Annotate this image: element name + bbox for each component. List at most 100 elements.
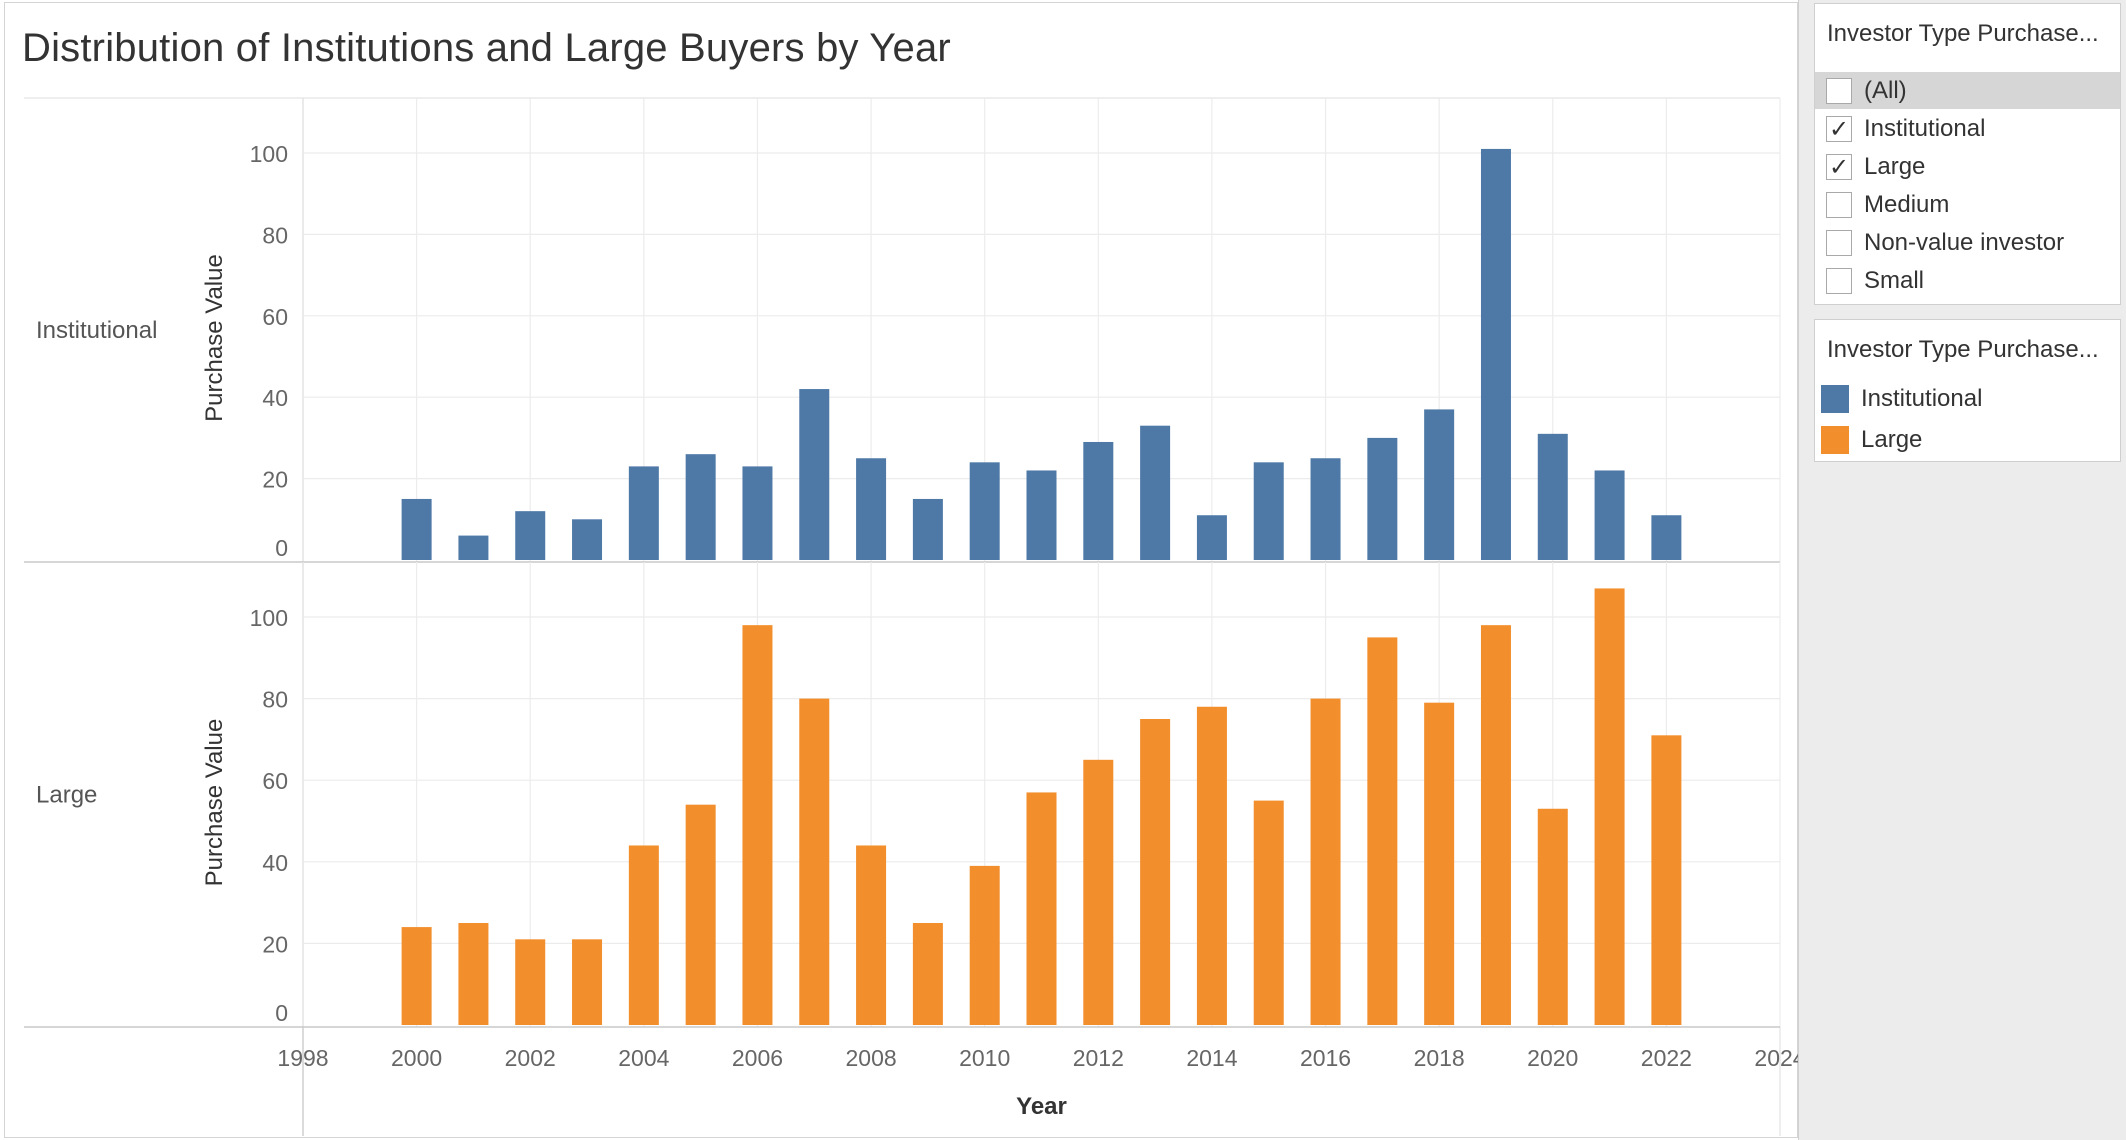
chart-title: Distribution of Institutions and Large B… — [22, 26, 951, 70]
bar-institutional-2016 — [1310, 458, 1341, 560]
checkbox[interactable] — [1826, 191, 1852, 218]
bar-institutional-2021 — [1594, 470, 1625, 560]
bar-large-2006 — [742, 625, 773, 1025]
x-tick-label: 2004 — [618, 1045, 669, 1071]
bar-large-2021 — [1594, 588, 1625, 1025]
bar-large-2015 — [1253, 800, 1284, 1025]
filter-option-label: (All) — [1864, 76, 1907, 104]
x-tick-label: 2002 — [505, 1045, 556, 1071]
bar-large-2005 — [685, 804, 716, 1025]
x-tick-label: 2008 — [845, 1045, 896, 1071]
bar-institutional-2006 — [742, 466, 773, 560]
filter-title: Investor Type Purchase... — [1827, 20, 2099, 47]
bar-institutional-2009 — [912, 498, 943, 560]
row-header: Institutional — [36, 317, 157, 344]
y-tick-label: 20 — [262, 467, 288, 493]
bar-large-2013 — [1140, 719, 1171, 1025]
y-tick-label: 60 — [262, 768, 288, 794]
legend-swatch — [1821, 426, 1849, 454]
bar-institutional-2004 — [628, 466, 659, 560]
x-axis-title: Year — [1016, 1093, 1067, 1120]
color-legend: Investor Type Purchase... Institutional L… — [1814, 319, 2121, 462]
bar-large-2010 — [969, 865, 1000, 1025]
filter-option-institutional[interactable]: ✓ Institutional — [1815, 110, 2120, 147]
bar-large-2000 — [401, 927, 432, 1025]
bar-institutional-2000 — [401, 498, 432, 560]
bar-institutional-2002 — [515, 511, 546, 560]
checkbox[interactable] — [1826, 267, 1852, 294]
x-tick-label: 2016 — [1300, 1045, 1351, 1071]
filter-option-all[interactable]: (All) — [1815, 72, 2120, 109]
bar-institutional-2007 — [799, 389, 830, 560]
bar-large-2003 — [572, 939, 603, 1025]
bar-institutional-2019 — [1480, 148, 1511, 560]
checkbox[interactable] — [1826, 229, 1852, 256]
bar-institutional-2003 — [572, 519, 603, 560]
bar-institutional-2011 — [1026, 470, 1057, 560]
filter-option-small[interactable]: Small — [1815, 262, 2120, 299]
right-panel: Investor Type Purchase... (All) ✓ Institut… — [1798, 0, 2126, 1140]
bar-large-2007 — [799, 698, 830, 1025]
bar-institutional-2013 — [1140, 425, 1171, 560]
bar-institutional-2005 — [685, 454, 716, 560]
bar-chart: 0 20 40 60 80 100 Institutional Purchase Value 0… — [24, 97, 1798, 1136]
bar-large-2009 — [912, 923, 943, 1025]
bar-large-2001 — [458, 923, 489, 1025]
filter-option-label: Large — [1864, 152, 1926, 180]
legend-item-large[interactable]: Large — [1815, 421, 2120, 459]
row-header: Large — [36, 782, 97, 809]
x-tick-label: 2014 — [1186, 1045, 1237, 1071]
y-axis-title: Purchase Value — [201, 719, 228, 887]
bar-institutional-2018 — [1424, 409, 1455, 560]
bar-large-2004 — [628, 845, 659, 1025]
bar-institutional-2022 — [1651, 515, 1682, 560]
y-tick-label: 40 — [262, 385, 288, 411]
filter-option-label: Medium — [1864, 190, 1950, 218]
y-tick-label: 100 — [250, 141, 288, 167]
checkbox[interactable]: ✓ — [1826, 152, 1852, 181]
y-tick-label: 0 — [275, 535, 288, 561]
bar-large-2012 — [1083, 759, 1114, 1025]
y-tick-label: 80 — [262, 687, 288, 713]
y-tick-label: 80 — [262, 222, 288, 248]
y-tick-label: 0 — [275, 1000, 288, 1026]
x-tick-label: 2024 — [1754, 1045, 1798, 1071]
bar-large-2020 — [1537, 808, 1568, 1025]
bar-institutional-2014 — [1196, 515, 1227, 560]
x-tick-label: 2006 — [732, 1045, 783, 1071]
check-icon: ✓ — [1828, 152, 1850, 181]
y-tick-label: 60 — [262, 304, 288, 330]
bar-institutional-2015 — [1253, 462, 1284, 560]
bar-institutional-2001 — [458, 535, 489, 560]
bar-large-2016 — [1310, 698, 1341, 1025]
bar-institutional-2012 — [1083, 441, 1114, 560]
bar-institutional-2020 — [1537, 433, 1568, 560]
legend-item-institutional[interactable]: Institutional — [1815, 380, 2120, 418]
check-icon: ✓ — [1828, 114, 1850, 143]
bar-institutional-2010 — [969, 462, 1000, 560]
x-tick-label: 2000 — [391, 1045, 442, 1071]
x-tick-label: 2012 — [1073, 1045, 1124, 1071]
x-tick-label: 2010 — [959, 1045, 1010, 1071]
checkbox[interactable] — [1826, 77, 1852, 104]
bar-large-2002 — [515, 939, 546, 1025]
filter-option-label: Small — [1864, 266, 1925, 294]
bar-large-2014 — [1196, 706, 1227, 1025]
legend-swatch — [1821, 385, 1849, 413]
filter-option-large[interactable]: ✓ Large — [1815, 148, 2120, 185]
bar-large-2019 — [1480, 625, 1511, 1025]
legend-label: Large — [1861, 426, 1923, 453]
investor-type-filter: Investor Type Purchase... (All) ✓ Institut… — [1814, 3, 2121, 305]
bar-institutional-2017 — [1367, 437, 1398, 560]
bar-large-2011 — [1026, 792, 1057, 1025]
filter-option-non-value-investor[interactable]: Non-value investor — [1815, 224, 2120, 261]
checkbox[interactable]: ✓ — [1826, 114, 1852, 143]
bar-large-2017 — [1367, 637, 1398, 1025]
x-tick-label: 2022 — [1641, 1045, 1692, 1071]
y-axis-title: Purchase Value — [201, 254, 228, 422]
filter-option-medium[interactable]: Medium — [1815, 186, 2120, 223]
bar-institutional-2008 — [856, 458, 887, 560]
legend-label: Institutional — [1861, 385, 1983, 412]
bar-large-2008 — [856, 845, 887, 1025]
